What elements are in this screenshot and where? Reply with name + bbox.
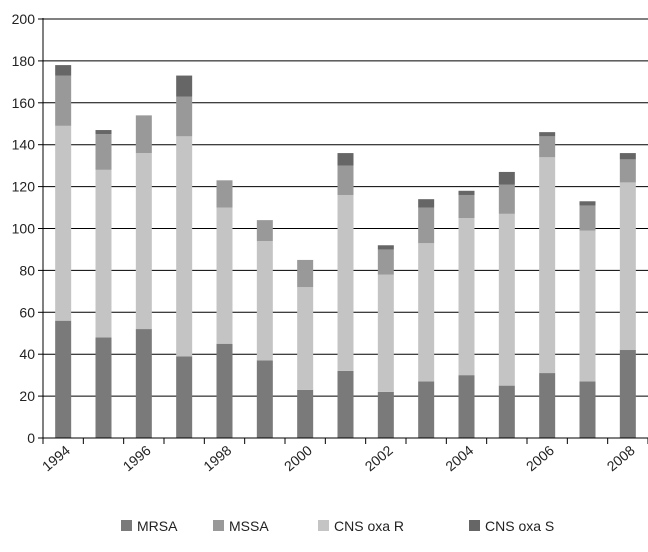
x-tick-label-2004: 2004: [442, 442, 476, 474]
bar-1997-mrsa: [176, 356, 193, 438]
x-tick-label-2002: 2002: [362, 442, 396, 474]
bar-1999-mssa: [256, 220, 273, 242]
bar-2002-mssa: [377, 249, 394, 275]
bar-2002-mrsa: [377, 391, 394, 438]
bar-2004-mrsa: [458, 375, 475, 438]
bar-1999-cns-oxa-r: [256, 241, 273, 361]
bar-2000-cns-oxa-r: [297, 287, 314, 390]
bar-2005-mssa: [498, 184, 515, 214]
legend-swatch-cns-oxa-s: [469, 520, 480, 531]
bar-1994-cns-oxa-s: [55, 65, 72, 76]
bar-2006-mssa: [539, 136, 556, 158]
x-tick-labels: 1994 1996 1998 2000 2002 2004 2006 2008: [39, 442, 638, 474]
bar-1995-mssa: [95, 134, 112, 170]
legend-swatch-mssa: [213, 520, 224, 531]
bar-2004-cns-oxa-r: [458, 218, 475, 376]
bar-2005-cns-oxa-r: [498, 213, 515, 386]
bar-2008-mssa: [619, 159, 636, 183]
legend-label-mrsa: MRSA: [137, 518, 178, 534]
x-tick-label-1994: 1994: [39, 442, 73, 474]
bar-1998-mssa: [216, 180, 233, 208]
y-tick-label-180: 180: [12, 53, 36, 69]
y-tick-label-40: 40: [19, 346, 35, 362]
legend-label-mssa: MSSA: [229, 518, 269, 534]
x-tick-label-1998: 1998: [200, 442, 234, 474]
bar-1998-mrsa: [216, 343, 233, 438]
bar-1999-mrsa: [256, 360, 273, 438]
bar-2008-mrsa: [619, 350, 636, 438]
x-tick-label-2008: 2008: [604, 442, 638, 474]
bar-2001-cns-oxa-r: [337, 194, 354, 371]
bar-2008-cns-oxa-r: [619, 182, 636, 351]
bar-1997-mssa: [176, 96, 193, 137]
bar-2002-cns-oxa-r: [377, 274, 394, 392]
bar-2008-cns-oxa-s: [619, 153, 636, 160]
legend-swatch-mrsa: [121, 520, 132, 531]
axes: [38, 18, 648, 444]
y-tick-label-200: 200: [12, 11, 36, 27]
bar-2007-cns-oxa-r: [579, 230, 596, 382]
y-tick-labels: 0 20 40 60 80 100 120 140 160 180 200: [12, 11, 36, 446]
bar-2006-mrsa: [539, 373, 556, 438]
bar-2003-cns-oxa-s: [418, 199, 435, 208]
bar-2005-mrsa: [498, 385, 515, 439]
y-tick-label-120: 120: [12, 179, 36, 195]
bars: [55, 65, 636, 439]
y-tick-label-100: 100: [12, 221, 36, 237]
bar-1995-mrsa: [95, 337, 112, 438]
legend-swatch-cns-oxa-r: [318, 520, 329, 531]
bar-1994-cns-oxa-r: [55, 125, 72, 321]
y-tick-label-80: 80: [19, 262, 35, 278]
bar-2002-cns-oxa-s: [377, 245, 394, 250]
bar-1997-cns-oxa-r: [176, 136, 193, 357]
y-tick-label-60: 60: [19, 304, 35, 320]
bar-2001-mssa: [337, 165, 354, 195]
bar-2007-mrsa: [579, 381, 596, 438]
y-tick-label-140: 140: [12, 137, 36, 153]
legend-label-cns-oxa-s: CNS oxa S: [485, 518, 554, 534]
bar-2005-cns-oxa-s: [498, 171, 515, 185]
bar-1995-cns-oxa-s: [95, 130, 112, 135]
bar-1995-cns-oxa-r: [95, 169, 112, 338]
y-tick-label-20: 20: [19, 388, 35, 404]
bar-2001-mrsa: [337, 370, 354, 438]
x-tick-label-2006: 2006: [523, 442, 557, 474]
bar-2007-cns-oxa-s: [579, 201, 596, 206]
bar-1996-cns-oxa-r: [135, 153, 152, 330]
legend-label-cns-oxa-r: CNS oxa R: [334, 518, 404, 534]
bar-2007-mssa: [579, 205, 596, 231]
bar-2000-mrsa: [297, 389, 314, 438]
bar-1994-mrsa: [55, 320, 72, 438]
bar-2003-cns-oxa-r: [418, 243, 435, 382]
bar-1996-mrsa: [135, 329, 152, 438]
bar-2006-cns-oxa-r: [539, 157, 556, 374]
bar-1996-mssa: [135, 115, 152, 154]
y-tick-label-160: 160: [12, 95, 36, 111]
y-tick-label-0: 0: [27, 430, 35, 446]
bar-2003-mssa: [418, 207, 435, 244]
bar-2001-cns-oxa-s: [337, 153, 354, 166]
bar-1998-cns-oxa-r: [216, 207, 233, 344]
bar-2000-mssa: [297, 259, 314, 288]
bar-2004-mssa: [458, 194, 475, 219]
bar-1997-cns-oxa-s: [176, 75, 193, 97]
bar-2003-mrsa: [418, 381, 435, 438]
legend: MRSA MSSA CNS oxa R CNS oxa S: [121, 518, 554, 534]
x-tick-label-2000: 2000: [281, 442, 315, 474]
x-tick-label-1996: 1996: [120, 442, 154, 474]
bar-2004-cns-oxa-s: [458, 190, 475, 195]
bar-2006-cns-oxa-s: [539, 132, 556, 137]
bar-1994-mssa: [55, 75, 72, 126]
